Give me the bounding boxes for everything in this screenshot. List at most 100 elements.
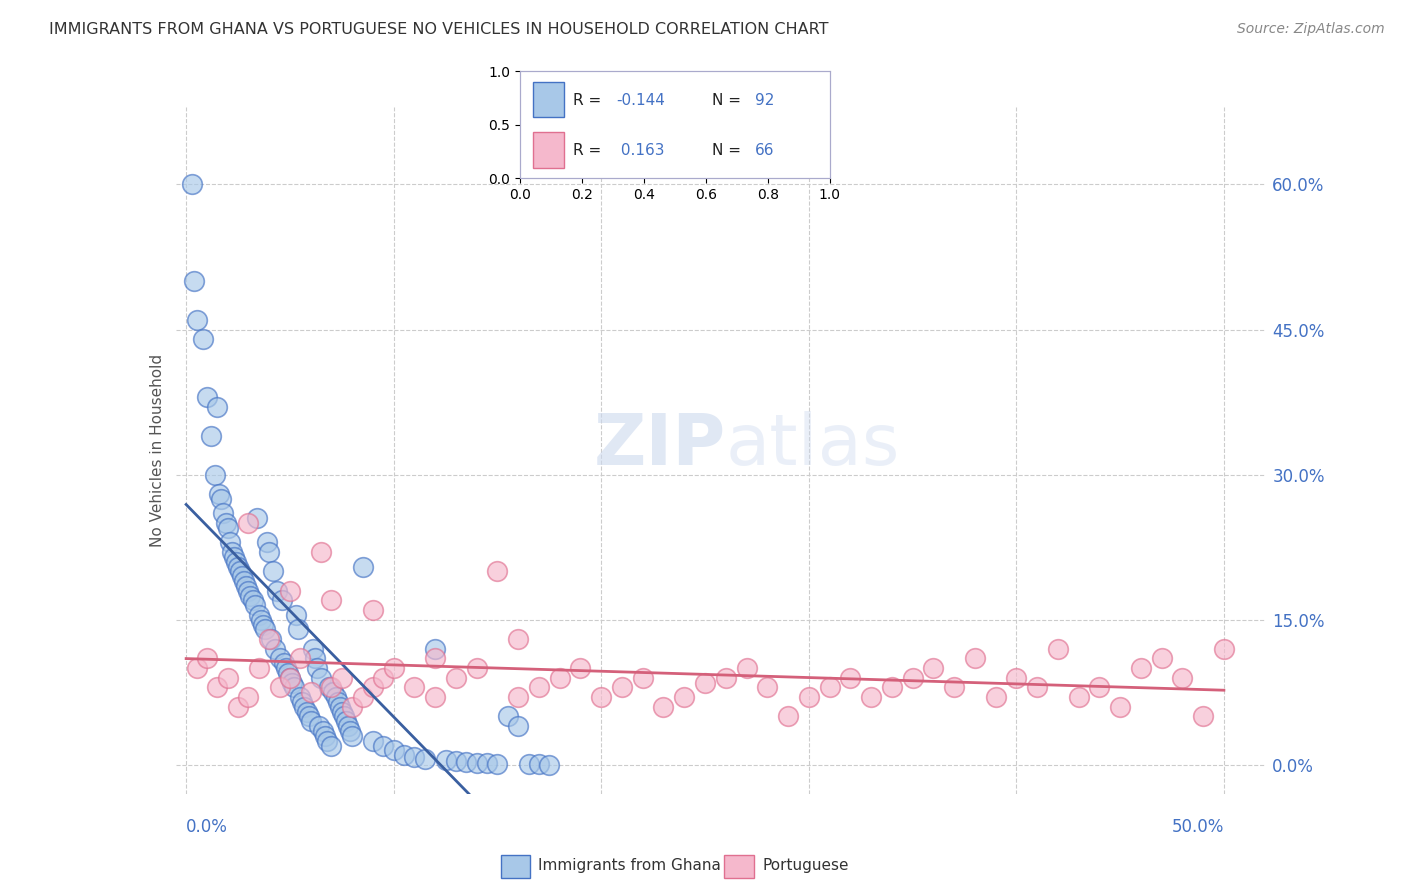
Point (373, 671, 395, 685)
Point (256, 535, 278, 549)
Point (257, 632, 280, 646)
Point (181, 178, 204, 192)
Point (226, 559, 249, 574)
Text: R =: R = (572, 93, 606, 108)
Point (1129, 661, 1152, 675)
Point (569, 661, 592, 675)
Point (309, 671, 332, 685)
Point (285, 607, 308, 622)
Point (252, 617, 274, 632)
Point (839, 671, 862, 685)
Point (246, 511, 269, 525)
FancyBboxPatch shape (533, 82, 564, 118)
Point (943, 681, 966, 695)
Text: ZIP: ZIP (593, 411, 725, 480)
Point (239, 589, 262, 603)
Point (425, 651, 447, 665)
Point (273, 657, 295, 671)
Point (756, 681, 779, 695)
Point (326, 695, 349, 709)
Point (714, 671, 737, 685)
Point (548, 671, 571, 685)
Point (1026, 681, 1049, 695)
Point (1067, 690, 1090, 705)
Point (486, 756, 509, 771)
Point (281, 675, 304, 690)
Point (860, 690, 883, 705)
Point (425, 690, 447, 705)
Point (610, 681, 633, 695)
Point (309, 545, 332, 559)
Point (247, 661, 270, 675)
Point (325, 690, 347, 705)
Point (413, 752, 436, 766)
Point (277, 665, 299, 680)
Point (243, 599, 266, 613)
Point (333, 709, 356, 723)
Point (922, 661, 945, 675)
Point (330, 705, 353, 719)
Point (207, 400, 229, 414)
Point (404, 681, 426, 695)
Text: 0.0%: 0.0% (186, 818, 228, 836)
Text: Source: ZipAtlas.com: Source: ZipAtlas.com (1237, 22, 1385, 37)
Text: Portuguese: Portuguese (762, 858, 849, 872)
Text: 50.0%: 50.0% (1171, 818, 1223, 836)
Point (321, 593, 343, 607)
Point (444, 671, 467, 685)
Point (1192, 709, 1215, 723)
Point (195, 651, 218, 665)
Point (496, 709, 519, 723)
Point (186, 661, 208, 675)
Point (204, 467, 226, 482)
Point (444, 754, 467, 768)
Point (191, 332, 214, 346)
Point (673, 690, 696, 705)
Point (226, 699, 249, 714)
Text: atlas: atlas (725, 411, 900, 480)
Point (963, 651, 986, 665)
Text: 0.163: 0.163 (616, 143, 665, 158)
Point (290, 651, 312, 665)
Point (318, 681, 340, 695)
Point (278, 671, 301, 685)
Point (1212, 641, 1234, 656)
Point (235, 579, 257, 593)
FancyBboxPatch shape (724, 855, 754, 878)
FancyBboxPatch shape (533, 132, 564, 168)
Point (231, 569, 253, 583)
Point (200, 429, 222, 443)
Point (209, 491, 232, 506)
Point (314, 729, 336, 743)
Point (278, 583, 301, 598)
Point (195, 390, 218, 404)
Point (253, 623, 276, 637)
Point (538, 757, 561, 772)
Point (294, 699, 316, 714)
Point (316, 733, 339, 747)
Point (631, 671, 654, 685)
Point (352, 690, 374, 705)
Point (508, 690, 530, 705)
Point (361, 733, 384, 747)
Point (305, 661, 328, 675)
Point (352, 559, 374, 574)
Point (290, 690, 312, 705)
Point (301, 641, 323, 656)
Point (797, 690, 820, 705)
Point (283, 681, 305, 695)
Point (527, 681, 550, 695)
Point (382, 743, 405, 757)
Point (321, 681, 343, 695)
Point (337, 719, 360, 733)
Y-axis label: No Vehicles in Household: No Vehicles in Household (149, 354, 165, 547)
Point (508, 632, 530, 646)
Point (465, 756, 488, 770)
Point (208, 487, 231, 501)
Point (382, 661, 405, 675)
Point (330, 671, 353, 685)
Point (901, 671, 924, 685)
Point (217, 671, 239, 685)
Point (1171, 671, 1194, 685)
Text: R =: R = (572, 143, 606, 158)
